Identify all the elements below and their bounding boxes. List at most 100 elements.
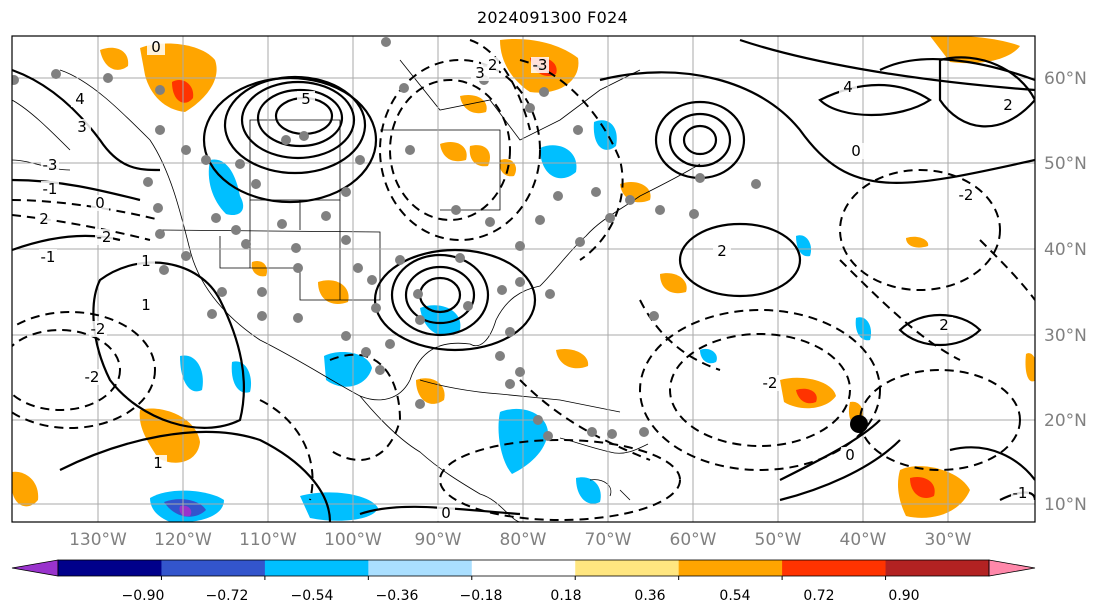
latitude-labels: 60°N 50°N 40°N 30°N 20°N 10°N — [1044, 69, 1087, 515]
contour-label: -2 — [85, 368, 100, 386]
contour-label: 1 — [141, 296, 151, 314]
lon-label: 30°W — [925, 530, 972, 550]
contour-label-bg — [149, 455, 167, 471]
contour-label: 0 — [151, 38, 161, 56]
contour-label: 2 — [717, 242, 727, 260]
contour-label-bg — [531, 57, 549, 73]
contour-label-bg — [95, 229, 113, 245]
map-title: 2024091300 F024 — [476, 8, 629, 27]
lon-label: 50°W — [755, 530, 802, 550]
map-frame — [11, 35, 1036, 523]
contour-label: 3 — [77, 118, 87, 136]
contour-label-bg — [41, 181, 59, 197]
contour-label-bg — [847, 143, 865, 159]
contour-label: 0 — [845, 446, 855, 464]
contour-label: -2 — [97, 228, 112, 246]
lon-label: 130°W — [69, 530, 127, 550]
contour-label-bg — [713, 243, 731, 259]
contour-label: 5 — [301, 90, 311, 108]
colorbar-segment — [264, 560, 369, 576]
contour-label: 0 — [441, 504, 451, 522]
lon-label: 40°W — [840, 530, 887, 550]
contour-label-bg — [137, 297, 155, 313]
colorbar-segment — [678, 560, 783, 576]
lat-label: 60°N — [1044, 69, 1087, 89]
colorbar-tick-label: 0.54 — [719, 588, 750, 604]
lon-label: 60°W — [670, 530, 717, 550]
lat-label: 50°N — [1044, 154, 1087, 174]
contour-label: 1 — [141, 252, 151, 270]
contour-label-bg — [73, 119, 91, 135]
colorbar-extend-high — [988, 559, 1036, 577]
contour-label-bg — [35, 211, 53, 227]
lat-label: 10°N — [1044, 495, 1087, 515]
colorbar-segment — [58, 560, 162, 576]
colorbar-segment — [782, 560, 887, 576]
colorbar-segment — [471, 560, 576, 576]
lon-label: 120°W — [154, 530, 212, 550]
contour-label-bg — [471, 65, 489, 81]
lat-label: 40°N — [1044, 240, 1087, 260]
positive-contours — [12, 38, 1035, 522]
colorbar-tick-label: 0.18 — [550, 588, 581, 604]
contour-label: 3 — [475, 64, 485, 82]
contour-label-bg — [71, 91, 89, 107]
contour-label: 0 — [851, 142, 861, 160]
lon-label: 90°W — [415, 530, 462, 550]
contour-label-bg — [39, 249, 57, 265]
observation-markers — [12, 37, 761, 441]
colorbar-tick-label: −0.54 — [291, 588, 334, 604]
colorbar-segment — [161, 560, 266, 576]
contour-label-bg — [41, 157, 59, 173]
colorbar-tick-label: 0.72 — [803, 588, 834, 604]
contour-label: -3 — [43, 156, 58, 174]
colorbar-segment — [575, 560, 680, 576]
contour-label: 1 — [153, 454, 163, 472]
lon-label: 80°W — [500, 530, 547, 550]
contour-label-bg — [89, 321, 107, 337]
contour-label: -2 — [763, 374, 778, 392]
negative-contours — [12, 39, 1035, 521]
contour-label-bg — [999, 97, 1017, 113]
contour-label: 2 — [39, 210, 49, 228]
colorbar-tick-label: 0.90 — [888, 588, 919, 604]
contour-label-bg — [137, 253, 155, 269]
contour-label-bg — [83, 369, 101, 385]
contour-label: -1 — [1013, 484, 1028, 502]
coastline-layer — [12, 59, 701, 522]
contour-label: 0 — [95, 194, 105, 212]
colorbar-segment — [885, 560, 990, 576]
contour-label-bg — [957, 187, 975, 203]
lat-label: 20°N — [1044, 411, 1087, 431]
colorbar-tick-label: −0.90 — [122, 588, 165, 604]
colorbar-tick-label: 0.36 — [634, 588, 665, 604]
lon-label: 100°W — [324, 530, 382, 550]
contour-label: -2 — [959, 186, 974, 204]
storm-position-marker — [850, 415, 868, 433]
lon-label: 70°W — [585, 530, 632, 550]
colorbar-segment — [368, 560, 473, 576]
colorbar-tick-label: −0.72 — [206, 588, 249, 604]
contour-label-bg — [147, 39, 165, 55]
colorbar-outline — [57, 559, 990, 577]
lon-label: 110°W — [239, 530, 297, 550]
contour-label-bg — [841, 447, 859, 463]
longitude-labels: 130°W 120°W 110°W 100°W 90°W 80°W 70°W 6… — [69, 530, 972, 550]
contour-label-bg — [297, 91, 315, 107]
colorbar-tick-labels: −0.90 −0.72 −0.54 −0.36 −0.18 0.18 0.36 … — [122, 588, 920, 604]
colorbar — [11, 559, 1036, 580]
contour-label: -1 — [41, 248, 56, 266]
contour-label-bg — [761, 375, 779, 391]
contour-label: 2 — [939, 316, 949, 334]
contour-label-bg — [935, 317, 953, 333]
contour-label: -3 — [533, 56, 548, 74]
colorbar-tick-label: −0.36 — [376, 588, 419, 604]
contour-label-bg — [91, 195, 109, 211]
contour-label: -2 — [91, 320, 106, 338]
colorbar-extend-low — [11, 559, 59, 577]
colorbar-tick-label: −0.18 — [460, 588, 503, 604]
contour-label: 2 — [1003, 96, 1013, 114]
